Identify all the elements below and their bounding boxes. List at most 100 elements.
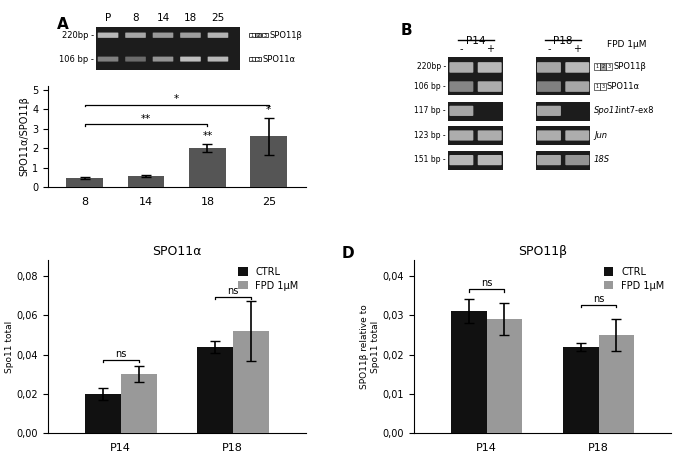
- FancyBboxPatch shape: [449, 130, 473, 141]
- FancyBboxPatch shape: [180, 33, 201, 38]
- Bar: [250, 136, 287, 187]
- Text: 220bp -: 220bp -: [416, 62, 446, 71]
- Bar: [536, 151, 590, 170]
- Text: -: -: [547, 44, 551, 54]
- Text: ns: ns: [593, 294, 604, 304]
- Legend: CTRL, FPD 1μM: CTRL, FPD 1μM: [234, 263, 303, 295]
- Bar: [96, 27, 240, 70]
- Text: -: -: [460, 44, 463, 54]
- Text: 14: 14: [156, 13, 170, 23]
- FancyBboxPatch shape: [537, 62, 561, 73]
- Bar: [594, 82, 599, 89]
- FancyBboxPatch shape: [208, 56, 228, 62]
- FancyBboxPatch shape: [537, 81, 561, 92]
- Bar: [599, 335, 634, 433]
- Text: SPO11α: SPO11α: [607, 82, 640, 90]
- Text: 1: 1: [595, 83, 599, 89]
- Text: 3: 3: [263, 33, 266, 38]
- FancyBboxPatch shape: [477, 130, 501, 141]
- Bar: [85, 394, 121, 433]
- FancyBboxPatch shape: [449, 62, 473, 73]
- Text: P: P: [105, 13, 111, 23]
- FancyBboxPatch shape: [153, 56, 173, 62]
- FancyBboxPatch shape: [98, 56, 119, 62]
- Text: 123 bp -: 123 bp -: [414, 131, 446, 140]
- Bar: [233, 331, 269, 433]
- Text: 18S: 18S: [594, 156, 610, 164]
- Text: ns: ns: [115, 349, 127, 359]
- Text: 1: 1: [250, 33, 253, 38]
- Bar: [197, 347, 233, 433]
- Text: int7-ex8: int7-ex8: [616, 106, 653, 115]
- Y-axis label: SPO11α/SPO11β: SPO11α/SPO11β: [19, 96, 29, 177]
- Text: 3: 3: [257, 56, 260, 62]
- Text: *: *: [174, 94, 179, 104]
- Bar: [449, 102, 503, 121]
- Bar: [594, 63, 599, 70]
- Bar: [606, 63, 612, 70]
- FancyBboxPatch shape: [449, 106, 473, 116]
- Bar: [127, 176, 164, 187]
- Text: 3: 3: [601, 83, 605, 89]
- FancyBboxPatch shape: [208, 33, 228, 38]
- Text: **: **: [202, 130, 212, 141]
- Bar: [536, 102, 590, 121]
- Bar: [449, 126, 503, 145]
- FancyBboxPatch shape: [537, 106, 561, 116]
- Bar: [249, 34, 255, 37]
- Bar: [600, 82, 606, 89]
- Text: FPD 1μM: FPD 1μM: [607, 40, 647, 48]
- FancyBboxPatch shape: [565, 155, 589, 165]
- Y-axis label: SPO11β relative to
Spo11 total: SPO11β relative to Spo11 total: [360, 304, 379, 389]
- Text: SPO11α: SPO11α: [262, 55, 296, 63]
- Bar: [486, 319, 523, 433]
- Text: 3: 3: [608, 64, 611, 69]
- Text: 151 bp -: 151 bp -: [414, 156, 446, 164]
- Text: Jun: Jun: [594, 131, 607, 140]
- Text: ns: ns: [227, 286, 238, 296]
- Text: 8: 8: [132, 13, 139, 23]
- Title: SPO11α: SPO11α: [152, 245, 201, 258]
- Bar: [449, 57, 503, 95]
- Text: 25: 25: [212, 13, 225, 23]
- Bar: [562, 347, 599, 433]
- Text: 1: 1: [595, 64, 599, 69]
- FancyBboxPatch shape: [477, 155, 501, 165]
- FancyBboxPatch shape: [565, 62, 589, 73]
- FancyBboxPatch shape: [153, 33, 173, 38]
- Text: SPO11β: SPO11β: [613, 62, 646, 71]
- Text: P18: P18: [553, 36, 573, 46]
- Text: ns: ns: [481, 278, 493, 288]
- Text: 117 bp -: 117 bp -: [414, 106, 446, 115]
- Bar: [66, 178, 103, 187]
- Text: **: **: [141, 114, 151, 123]
- Bar: [536, 57, 590, 95]
- Text: 18: 18: [184, 13, 197, 23]
- Bar: [536, 126, 590, 145]
- Bar: [262, 34, 268, 37]
- Text: 106 bp -: 106 bp -: [60, 55, 95, 63]
- FancyBboxPatch shape: [125, 33, 146, 38]
- Text: A: A: [57, 17, 68, 32]
- FancyBboxPatch shape: [477, 62, 501, 73]
- Bar: [256, 57, 262, 61]
- Text: 220bp -: 220bp -: [62, 31, 95, 40]
- Text: D: D: [342, 246, 354, 261]
- Y-axis label: SPO11α relative to
Spo11 total: SPO11α relative to Spo11 total: [0, 304, 14, 389]
- Text: 2: 2: [257, 33, 260, 38]
- Text: P14: P14: [466, 36, 485, 46]
- Bar: [256, 34, 262, 37]
- Bar: [600, 63, 606, 70]
- Bar: [451, 311, 486, 433]
- FancyBboxPatch shape: [98, 33, 119, 38]
- Text: 1: 1: [250, 56, 253, 62]
- Text: B: B: [401, 23, 412, 38]
- Text: SPO11β: SPO11β: [269, 31, 302, 40]
- Bar: [449, 151, 503, 170]
- FancyBboxPatch shape: [449, 81, 473, 92]
- Legend: CTRL, FPD 1μM: CTRL, FPD 1μM: [600, 263, 669, 295]
- Title: SPO11β: SPO11β: [518, 245, 567, 258]
- Bar: [121, 374, 157, 433]
- Bar: [249, 57, 255, 61]
- FancyBboxPatch shape: [537, 155, 561, 165]
